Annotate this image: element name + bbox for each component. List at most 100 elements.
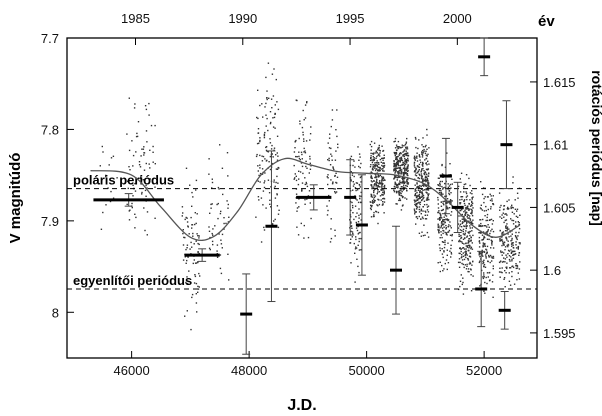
data-point [400,172,403,174]
data-point [425,144,427,147]
data-point [375,175,377,177]
data-point [460,196,462,198]
data-point [468,238,470,240]
data-point [396,179,398,181]
data-point [450,247,452,250]
data-point [381,183,384,185]
data-point [417,194,419,197]
data-point [185,216,187,219]
data-point [415,156,417,159]
data-point [441,209,444,211]
data-point [192,262,194,265]
data-point [399,169,401,171]
data-point [421,151,423,154]
data-point [498,192,501,194]
data-point [377,211,380,214]
data-point [424,159,426,161]
data-point [467,244,470,247]
y-tick-label: 8 [52,305,59,320]
data-point [335,150,337,152]
data-point [278,209,280,211]
data-point [378,170,380,172]
data-point [191,191,193,194]
data-point [405,148,407,150]
data-point [445,259,448,261]
data-point [464,237,466,240]
data-point [383,212,385,214]
data-point [449,188,451,190]
data-point [358,249,361,251]
data-point [398,182,401,184]
data-point [403,184,405,186]
data-point [196,213,198,215]
data-point [352,232,354,235]
data-point [418,166,421,168]
data-point [274,197,277,199]
data-point [441,164,443,167]
data-point [505,227,507,229]
data-point [222,193,224,196]
data-point [489,261,491,264]
data-point [466,245,469,247]
data-point [460,226,463,228]
data-point [379,158,382,161]
data-point [465,242,467,245]
data-point [131,202,133,205]
data-point [438,225,440,227]
data-point [445,201,448,203]
data-point [446,254,448,256]
data-point [441,223,444,225]
data-point [334,188,336,190]
data-point [483,263,486,266]
data-point [126,133,128,135]
data-point [297,183,300,186]
data-point [263,136,266,139]
data-point [468,217,470,219]
data-point [221,233,224,236]
data-point [131,206,133,209]
data-point [139,177,141,179]
data-point [396,161,398,164]
data-point [511,242,513,245]
data-point [356,199,358,201]
data-point [208,158,210,160]
data-point [462,255,465,257]
data-point [491,244,493,246]
data-point [266,150,268,152]
data-point [440,205,443,207]
data-point [508,236,510,238]
data-point [484,266,487,268]
data-point [406,152,408,155]
data-point [187,225,189,227]
data-point [421,169,423,171]
data-point [417,166,419,168]
data-point [428,163,430,165]
data-point [423,185,425,187]
data-point [294,147,296,149]
data-point [437,203,439,205]
data-point [418,215,420,218]
data-point [146,187,148,189]
data-point [146,141,148,143]
data-point [518,224,521,226]
data-point [438,230,440,232]
data-point [143,152,145,154]
data-point [273,181,275,183]
data-point [446,206,448,209]
data-point [469,261,471,264]
data-point [220,239,222,241]
data-point [304,150,306,152]
data-point [421,196,423,198]
data-point [513,250,515,252]
data-point [406,170,409,173]
data-point [491,281,494,283]
data-point [488,279,491,282]
data-point [381,189,383,191]
data-point [465,224,467,226]
data-point [423,170,425,172]
data-point [396,162,398,165]
data-point [395,153,397,155]
data-point [403,155,405,158]
data-point [516,192,519,194]
data-point [141,193,143,195]
